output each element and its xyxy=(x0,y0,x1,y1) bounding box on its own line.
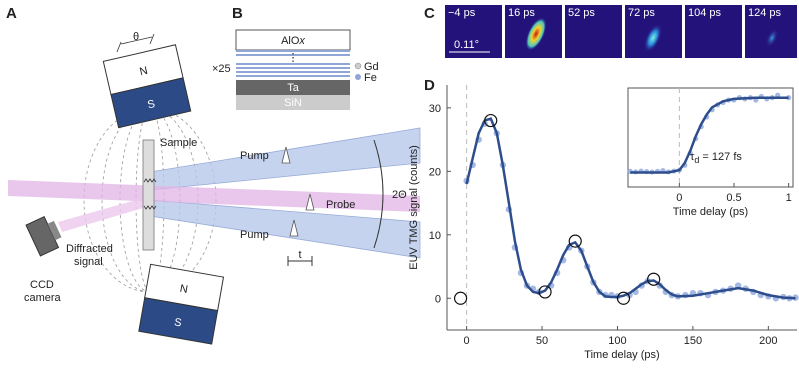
x-tick-label: 150 xyxy=(684,335,702,347)
angle-label: 2Θ xyxy=(392,189,407,201)
y-axis-label: EUV TMG signal (counts) xyxy=(408,145,420,270)
panel-label: A xyxy=(6,5,17,22)
y-tick-label: 20 xyxy=(429,166,441,178)
legend-label: Gd xyxy=(364,61,379,73)
snapshots: −4 ps 16 ps 52 ps 72 ps 104 ps 124 ps 0.… xyxy=(445,5,797,58)
x-axis-label: Time delay (ps) xyxy=(673,206,748,218)
x-tick-label: 50 xyxy=(536,335,548,347)
panel-label: B xyxy=(232,5,243,22)
highlight-circle xyxy=(568,234,582,248)
diffracted-label: Diffracted xyxy=(66,243,113,255)
repeat-label: ×25 xyxy=(212,63,231,75)
chart: 0 0.5 1 Time delay (ps) xyxy=(627,87,794,218)
camera-label: CCD xyxy=(30,279,54,291)
magnet-south: S xyxy=(173,316,182,329)
fit-line xyxy=(630,96,789,174)
panel-label: C xyxy=(424,5,435,22)
annotation: τd = 127 fs xyxy=(690,151,742,165)
layer-label: AlOx xyxy=(281,35,305,47)
highlight-circle xyxy=(538,285,552,299)
multilayer: AlOx ⋮ Ta SiN ×25 Gd Fe xyxy=(212,29,379,110)
magnet-north: N xyxy=(179,283,189,296)
pump-label: Pump xyxy=(240,150,269,162)
x-tick-label: 1 xyxy=(786,192,792,204)
magnet-north: N xyxy=(138,65,148,78)
snapshot-label: 52 ps xyxy=(568,7,595,19)
x-tick-label: 100 xyxy=(608,335,626,347)
pump-label: Pump xyxy=(240,229,269,241)
camera-label: camera xyxy=(24,292,62,304)
magnet-south: S xyxy=(146,98,156,111)
snapshot-label: 16 ps xyxy=(508,7,535,19)
x-tick-label: 0 xyxy=(676,192,682,204)
diffracted-label: signal xyxy=(74,256,103,268)
highlight-circle xyxy=(453,291,468,305)
x-tick-label: 0.5 xyxy=(726,192,741,204)
layer-label: SiN xyxy=(284,97,302,109)
sample-label: Sample xyxy=(160,137,197,149)
panel-label: D xyxy=(424,77,435,94)
snapshot-label: −4 ps xyxy=(448,7,476,19)
snapshot-label: 104 ps xyxy=(688,7,722,19)
scale-label: 0.11° xyxy=(454,39,479,51)
y-tick-label: 30 xyxy=(429,103,441,115)
snapshot-label: 124 ps xyxy=(748,7,782,19)
snapshot-label: 72 ps xyxy=(628,7,655,19)
x-tick-label: 0 xyxy=(464,335,470,347)
svg-text:⋮: ⋮ xyxy=(288,52,299,64)
x-axis-label: Time delay (ps) xyxy=(584,349,659,361)
y-tick-label: 10 xyxy=(429,230,441,242)
x-tick-label: 200 xyxy=(759,335,777,347)
legend-label: Fe xyxy=(364,72,377,84)
probe-label: Probe xyxy=(326,199,355,211)
highlight-circle xyxy=(616,291,631,305)
schematic: N S N S θ Sample Pump Pump Probe 2Θ t Di… xyxy=(8,31,421,345)
highlight-circle xyxy=(484,113,498,128)
delay-label: t xyxy=(298,249,301,261)
highlight-circle xyxy=(647,272,661,286)
data-point xyxy=(786,95,792,101)
theta-label: θ xyxy=(133,31,139,43)
layer-label: Ta xyxy=(287,82,300,94)
y-tick-label: 0 xyxy=(435,293,441,305)
fit-line xyxy=(465,117,796,300)
